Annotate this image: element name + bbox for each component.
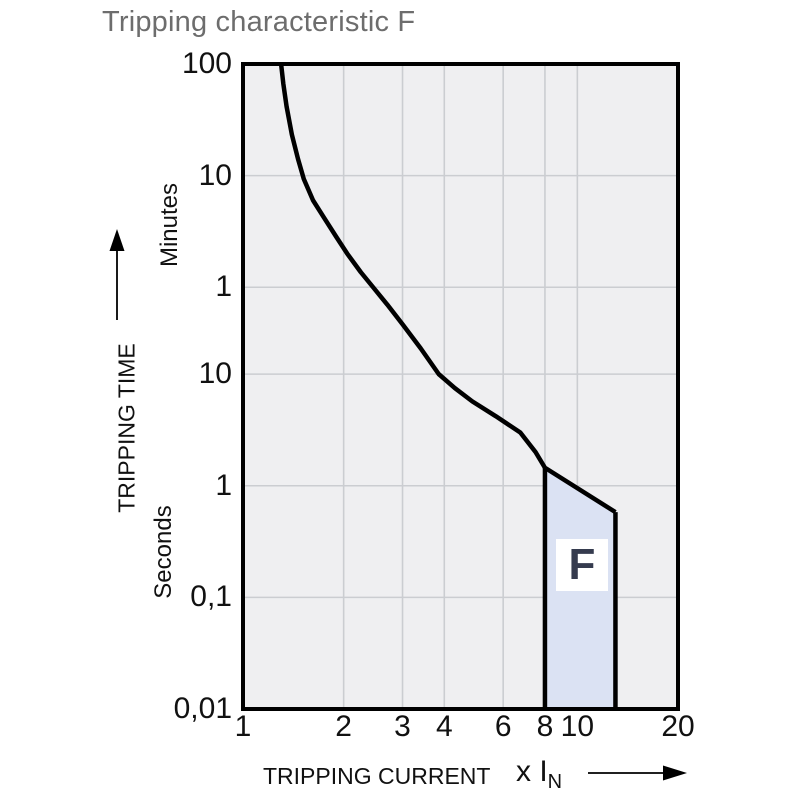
y-tick-label: 10: [198, 158, 232, 192]
x-tick-label: 20: [661, 710, 695, 743]
x-axis-unit-prefix: x I: [516, 755, 548, 788]
region-label: F: [568, 540, 596, 589]
tripping-curve: [278, 63, 617, 515]
x-tick-label: 4: [435, 710, 453, 743]
x-tick-label: 6: [494, 710, 512, 743]
x-tick-label: 2: [335, 710, 352, 743]
y-tick-label: 1: [215, 270, 232, 304]
y-tick-label: 100: [181, 47, 232, 80]
x-axis-title: TRIPPING CURRENT: [263, 763, 491, 789]
up-arrow-head-icon: [109, 229, 125, 251]
x-axis-unit-subscript: N: [547, 771, 563, 793]
y-tick-label: 0,1: [190, 580, 232, 614]
x-axis-unit: x IN: [516, 755, 562, 793]
y-tick-label: 0,01: [173, 692, 232, 725]
plot-frame: [241, 62, 680, 711]
x-tick-label: 3: [394, 710, 411, 743]
y-tick-label: 1: [215, 468, 232, 502]
x-tick-label: 8: [536, 710, 554, 743]
chart-title: Tripping characteristic F: [102, 6, 416, 38]
region-label-box: F: [556, 539, 608, 591]
right-arrow-head-icon: [663, 765, 687, 781]
x-tick-label: 1: [234, 710, 252, 743]
x-tick-label: 10: [560, 710, 595, 743]
y-axis-unit-minutes: Minutes: [156, 182, 183, 268]
y-axis-title: TRIPPING TIME: [113, 343, 140, 513]
y-tick-label: 10: [198, 357, 232, 391]
